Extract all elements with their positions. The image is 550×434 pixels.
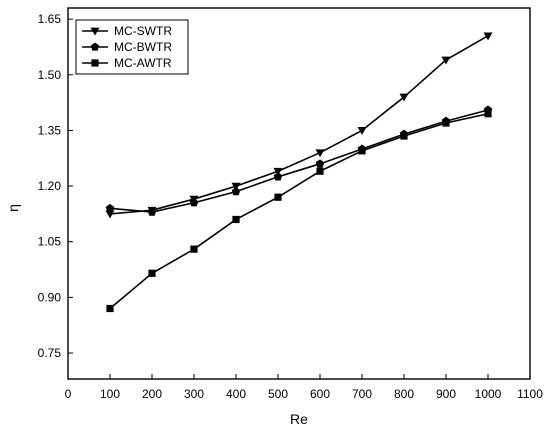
data-point-MC-AWTR-900 <box>442 119 450 127</box>
y-tick-label-5: 1.50 <box>38 68 62 82</box>
y-tick-label-0: 0.75 <box>38 346 62 360</box>
data-point-MC-AWTR-1000 <box>484 110 492 118</box>
series-line-MC-SWTR <box>109 35 489 215</box>
x-axis-label: Re <box>290 411 308 427</box>
legend-marker-MC-SWTR <box>90 27 100 36</box>
x-tick-label-200: 200 <box>142 387 162 401</box>
data-point-MC-BWTR-100 <box>105 203 115 212</box>
series-line-MC-BWTR <box>109 109 489 213</box>
data-point-MC-BWTR-400 <box>231 187 241 196</box>
data-point-MC-AWTR-200 <box>148 269 156 277</box>
data-point-MC-SWTR-400 <box>231 182 241 191</box>
data-point-MC-AWTR-700 <box>358 147 366 155</box>
y-tick-label-3: 1.20 <box>38 179 62 193</box>
data-point-MC-AWTR-500 <box>274 193 282 201</box>
data-point-MC-AWTR-100 <box>106 304 114 313</box>
y-tick-label-4: 1.35 <box>38 123 62 137</box>
x-tick-label-500: 500 <box>268 387 288 401</box>
data-point-MC-BWTR-600 <box>315 159 325 168</box>
data-point-MC-AWTR-600 <box>316 167 324 175</box>
plot-frame <box>67 7 531 380</box>
x-tick-label-700: 700 <box>352 387 372 401</box>
x-tick-label-1000: 1000 <box>475 387 502 401</box>
legend-label-MC-AWTR: MC-AWTR <box>114 56 172 70</box>
x-tick-label-0: 0 <box>65 387 72 401</box>
legend-label-MC-BWTR: MC-BWTR <box>114 40 172 54</box>
data-point-MC-SWTR-800 <box>399 93 409 102</box>
x-tick-label-400: 400 <box>226 387 246 401</box>
legend: MC-SWTR MC-BWTR MC-AWTR <box>75 19 189 75</box>
data-point-MC-AWTR-300 <box>190 245 198 253</box>
series-line-MC-AWTR <box>109 112 489 310</box>
legend-marker-MC-BWTR <box>90 42 100 51</box>
x-tick-label-1100: 1100 <box>517 387 543 401</box>
data-point-MC-AWTR-800 <box>400 132 408 140</box>
data-point-MC-SWTR-1000 <box>483 32 493 41</box>
y-tick-label-1: 0.90 <box>38 290 62 304</box>
x-tick-label-900: 900 <box>436 387 456 401</box>
x-tick-label-600: 600 <box>310 387 330 401</box>
y-axis-label: η <box>5 204 21 212</box>
data-point-MC-SWTR-900 <box>441 56 451 65</box>
legend-label-MC-SWTR: MC-SWTR <box>114 24 172 38</box>
y-tick-label-2: 1.05 <box>38 235 62 249</box>
x-tick-label-800: 800 <box>394 387 414 401</box>
data-point-MC-BWTR-200 <box>147 207 157 216</box>
x-tick-label-300: 300 <box>184 387 204 401</box>
y-tick-label-6: 1.65 <box>38 12 62 26</box>
ticks-layer: 0 100 200 300 400 500 600 700 800 900 1000 1100 0.75… <box>38 12 544 401</box>
series-lines <box>109 35 489 310</box>
data-point-MC-SWTR-700 <box>357 127 367 135</box>
legend-marker-MC-AWTR <box>91 59 99 67</box>
x-tick-label-100: 100 <box>100 387 120 401</box>
data-point-MC-AWTR-400 <box>232 215 240 224</box>
series-markers <box>105 32 493 313</box>
data-point-MC-BWTR-300 <box>189 198 199 207</box>
data-point-MC-BWTR-500 <box>273 172 283 181</box>
data-point-MC-SWTR-500 <box>273 167 283 176</box>
data-point-MC-SWTR-600 <box>315 149 325 158</box>
data-point-MC-SWTR-100 <box>105 210 115 219</box>
